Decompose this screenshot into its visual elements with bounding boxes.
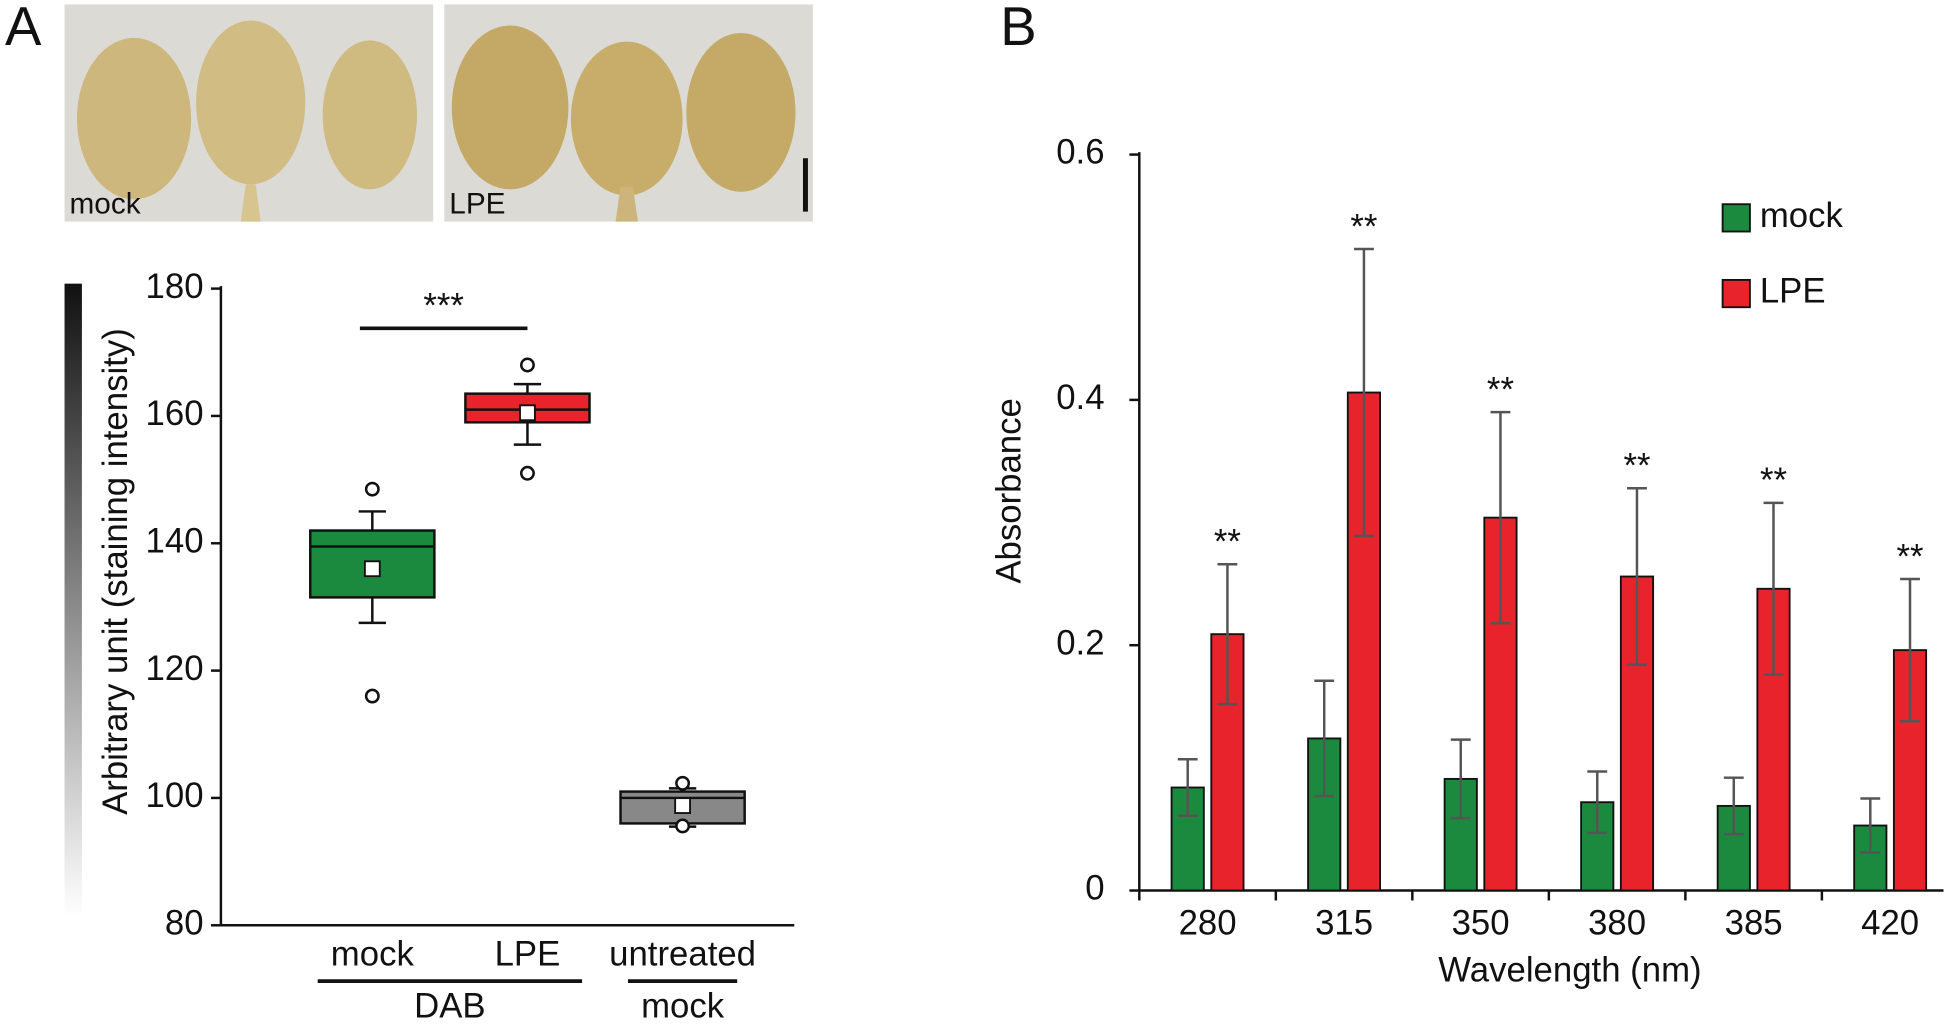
y-tick-label: 0.2 [1056, 624, 1104, 662]
group-label: mock [641, 988, 725, 1024]
significance-label: ** [1760, 462, 1787, 500]
photo-label: mock [70, 187, 141, 220]
y-tick-label: 120 [146, 650, 204, 688]
y-axis-label: Absorbance [991, 398, 1029, 583]
significance-label: ** [1214, 524, 1241, 562]
x-tick-label: 315 [1315, 904, 1373, 942]
outlier [520, 465, 535, 481]
y-tick-label: 180 [146, 268, 204, 306]
x-tick-label: mock [331, 935, 415, 973]
outlier [520, 357, 535, 373]
significance-label: ** [1350, 208, 1377, 246]
panel-label: B [1000, 0, 1036, 57]
y-tick-label: 140 [146, 522, 204, 560]
x-tick-label: 385 [1725, 904, 1783, 942]
y-tick-label: 0.4 [1056, 379, 1104, 417]
legend-label: mock [1760, 197, 1844, 235]
x-tick-label: untreated [609, 935, 756, 973]
y-tick-label: 80 [165, 904, 204, 942]
x-tick-label: 380 [1588, 904, 1646, 942]
x-tick-label: 350 [1452, 904, 1510, 942]
outlier [675, 775, 691, 791]
photo-label: LPE [449, 187, 505, 220]
group-label: DAB [414, 988, 485, 1024]
mean [363, 560, 381, 578]
significance-label: ** [1487, 371, 1514, 409]
y-tick-label: 0 [1085, 870, 1104, 908]
legend-swatch [1721, 278, 1751, 309]
y-axis-label: Arbitrary unit (staining intensity) [97, 328, 135, 815]
x-tick-label: 280 [1179, 904, 1237, 942]
mean [519, 404, 536, 422]
photos [64, 4, 813, 222]
outlier [675, 818, 691, 834]
significance-label: ** [1896, 538, 1923, 576]
legend-label: LPE [1760, 273, 1826, 311]
outlier [364, 481, 380, 497]
significance-label: ** [1623, 448, 1650, 486]
x-tick-label: 420 [1861, 904, 1919, 942]
y-tick-label: 100 [146, 777, 204, 815]
panel-label: A [5, 0, 42, 57]
legend-swatch [1721, 203, 1751, 233]
y-tick-label: 160 [146, 395, 204, 433]
intensity-gradient [64, 283, 82, 917]
x-tick-label: LPE [495, 935, 561, 973]
significance-label: *** [423, 288, 464, 326]
x-axis-label: Wavelength (nm) [1438, 952, 1701, 990]
outlier [364, 688, 380, 704]
y-tick-label: 0.6 [1056, 134, 1104, 172]
mean [674, 797, 691, 814]
